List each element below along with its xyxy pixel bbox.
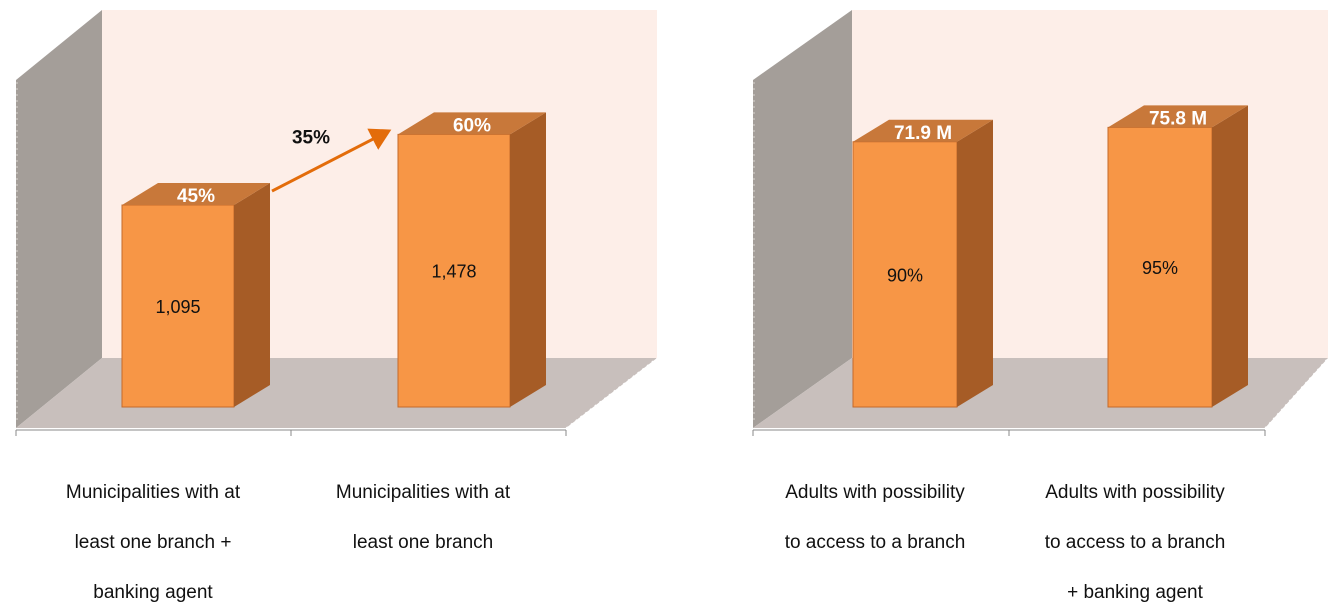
chart-canvas: 45% 1,095 60% 1,478 35% 71.9 M 90% 75.8 M 95% [15, 10, 1328, 436]
category-label-line: Adults with possibility [785, 482, 965, 503]
bar-value-label: 90% [887, 265, 923, 285]
bar-value-label: 95% [1142, 258, 1178, 278]
bar-side [957, 119, 993, 408]
category-label-line: Municipalities with at [65, 482, 241, 503]
side-wall [16, 10, 102, 428]
bar-side [510, 112, 546, 407]
category-label-line: to access to a branch [1044, 532, 1226, 553]
side-wall [753, 10, 852, 428]
floor-edge [565, 357, 658, 429]
category-label-line: Municipalities with at [335, 482, 511, 503]
bar-top [122, 183, 270, 206]
category-label: Adults with possibility to access to a b… [1005, 455, 1265, 605]
growth-annotation: 35% [292, 128, 330, 149]
growth-arrow [271, 128, 392, 193]
category-label-line: least one branch + [74, 532, 232, 553]
category-label-line: Adults with possibility [1045, 482, 1225, 503]
category-label-line: + banking agent [1067, 582, 1203, 603]
bar-top [398, 112, 546, 135]
floor-edge [1264, 357, 1328, 429]
category-label: Adults with possibility to access to a b… [745, 455, 1005, 555]
bar-top [1108, 105, 1248, 128]
bar-top-label: 60% [453, 115, 491, 136]
bar-top-label: 75.8 M [1149, 108, 1207, 129]
bar-side [1212, 105, 1248, 407]
bar-top-label: 71.9 M [894, 123, 952, 144]
bar-side [234, 183, 270, 407]
bar-value-label: 1,095 [155, 297, 200, 317]
floor [16, 358, 657, 428]
category-label: Municipalities with at least one branch … [18, 455, 288, 605]
category-label-line: to access to a branch [784, 532, 966, 553]
category-label-line: banking agent [93, 582, 213, 603]
category-label-line: least one branch [352, 532, 494, 553]
bar-top [853, 119, 993, 142]
bar-top-label: 45% [177, 186, 215, 207]
bar-value-label: 1,478 [431, 262, 476, 282]
category-label: Municipalities with at least one branch [288, 455, 558, 555]
